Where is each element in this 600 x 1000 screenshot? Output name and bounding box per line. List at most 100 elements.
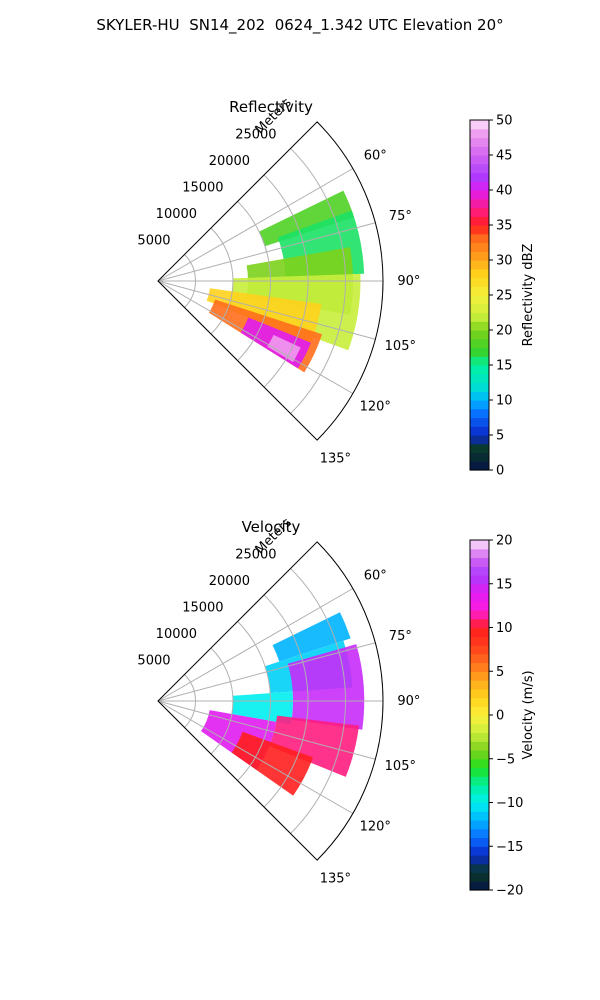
azimuth-tick-label: 75° bbox=[389, 629, 412, 644]
azimuth-tick-label: 75° bbox=[389, 209, 412, 224]
colorbar-band bbox=[470, 767, 489, 777]
colorbar-band bbox=[470, 461, 489, 471]
colorbar-band bbox=[470, 408, 489, 419]
colorbar-band bbox=[470, 321, 489, 331]
colorbar-band bbox=[470, 452, 489, 462]
azimuth-gridline bbox=[157, 588, 354, 702]
colorbar-band bbox=[470, 155, 489, 165]
colorbar-tick-label: 10 bbox=[496, 394, 513, 409]
colorbar-tick-label: 50 bbox=[496, 114, 513, 129]
colorbar-tick-label: 15 bbox=[496, 359, 513, 374]
colorbar-band bbox=[470, 225, 489, 235]
colorbar-band bbox=[470, 557, 489, 567]
range-tick-label: 5000 bbox=[137, 233, 170, 248]
colorbar-band bbox=[470, 443, 489, 454]
colorbar-band bbox=[470, 592, 489, 602]
range-tick-label: 5000 bbox=[137, 653, 170, 668]
colorbar-band bbox=[470, 391, 489, 401]
colorbar-band bbox=[470, 356, 489, 366]
echo-region bbox=[267, 334, 301, 363]
azimuth-gridline bbox=[157, 168, 354, 282]
colorbar-band bbox=[470, 583, 489, 594]
colorbar-band bbox=[470, 566, 489, 576]
colorbar-tick-label: 30 bbox=[496, 254, 513, 269]
colorbar-tick-label: 15 bbox=[496, 577, 513, 592]
colorbar-band bbox=[470, 872, 489, 882]
colorbar-band bbox=[470, 373, 489, 384]
echo-region bbox=[231, 731, 314, 796]
colorbar-band bbox=[470, 137, 489, 147]
range-tick-label: 10000 bbox=[156, 627, 197, 642]
colorbar-band bbox=[470, 365, 489, 375]
colorbar-band bbox=[470, 251, 489, 261]
panel-title: Velocity bbox=[242, 518, 301, 536]
colorbar-band bbox=[470, 540, 489, 550]
colorbar-band bbox=[470, 128, 489, 139]
colorbar-band bbox=[470, 828, 489, 839]
echo-region bbox=[259, 190, 355, 247]
colorbar-band bbox=[470, 750, 489, 760]
colorbar-band bbox=[470, 636, 489, 646]
range-tick-label: 15000 bbox=[182, 600, 223, 615]
colorbar-band bbox=[470, 198, 489, 209]
azimuth-gridline bbox=[157, 700, 354, 814]
colorbar-band bbox=[470, 802, 489, 812]
colorbar-band bbox=[470, 303, 489, 314]
azimuth-tick-label: 120° bbox=[360, 819, 391, 834]
colorbar-band bbox=[470, 715, 489, 725]
colorbar: 0 5 10 15 20 25 30 35 40 45 50 Reflectivity dBZ bbox=[469, 114, 536, 479]
colorbar-tick-label: 35 bbox=[496, 219, 513, 234]
figure-suptitle: SKYLER-HU SN14_202 0624_1.342 UTC Elevat… bbox=[96, 16, 504, 34]
colorbar-band bbox=[470, 653, 489, 664]
range-tick-label: 10000 bbox=[156, 207, 197, 222]
colorbar-band bbox=[470, 548, 489, 559]
colorbar-band bbox=[470, 417, 489, 427]
colorbar-band bbox=[470, 662, 489, 672]
colorbar: −20 −15 −10 −5 0 5 10 15 20 Velocity (m/s) bbox=[469, 534, 536, 899]
panel-velocity: 500010000150002000025000Meters60°75°90°1… bbox=[137, 515, 536, 898]
colorbar-tick-label: 45 bbox=[496, 149, 513, 164]
colorbar-tick-label: −5 bbox=[496, 752, 515, 767]
colorbar-band bbox=[470, 601, 489, 611]
colorbar-tick-label: 0 bbox=[496, 464, 504, 479]
colorbar-band bbox=[470, 260, 489, 270]
colorbar-band bbox=[470, 820, 489, 830]
colorbar-band bbox=[470, 688, 489, 699]
colorbar-band bbox=[470, 680, 489, 690]
colorbar-band bbox=[470, 785, 489, 795]
colorbar-band bbox=[470, 120, 489, 130]
colorbar-band bbox=[470, 645, 489, 655]
colorbar-band bbox=[470, 242, 489, 252]
colorbar-band bbox=[470, 697, 489, 707]
colorbar-tick-label: 5 bbox=[496, 665, 504, 680]
colorbar-band bbox=[470, 172, 489, 182]
panel-reflectivity: 500010000150002000025000Meters60°75°90°1… bbox=[137, 95, 536, 478]
azimuth-tick-label: 90° bbox=[397, 274, 420, 289]
colorbar-band bbox=[470, 233, 489, 244]
colorbar-band bbox=[470, 216, 489, 226]
colorbar-tick-label: 25 bbox=[496, 289, 513, 304]
colorbar-label: Velocity (m/s) bbox=[521, 670, 536, 759]
colorbar-band bbox=[470, 706, 489, 716]
colorbar-tick-label: 40 bbox=[496, 184, 513, 199]
colorbar-band bbox=[470, 181, 489, 191]
colorbar-band bbox=[470, 793, 489, 804]
colorbar-band bbox=[470, 618, 489, 629]
colorbar-band bbox=[470, 881, 489, 891]
azimuth-tick-label: 135° bbox=[320, 451, 351, 466]
range-tick-label: 20000 bbox=[209, 574, 250, 589]
colorbar-band bbox=[470, 295, 489, 305]
colorbar-band bbox=[470, 382, 489, 392]
colorbar-tick-label: −20 bbox=[496, 884, 523, 899]
colorbar-band bbox=[470, 758, 489, 769]
colorbar-band bbox=[470, 732, 489, 742]
azimuth-gridline bbox=[157, 642, 376, 702]
colorbar-tick-label: 20 bbox=[496, 534, 513, 549]
colorbar-tick-label: 5 bbox=[496, 429, 504, 444]
colorbar-band bbox=[470, 741, 489, 751]
colorbar-band bbox=[470, 435, 489, 445]
colorbar-band bbox=[470, 347, 489, 357]
colorbar-band bbox=[470, 627, 489, 637]
colorbar-label: Reflectivity dBZ bbox=[521, 244, 536, 347]
